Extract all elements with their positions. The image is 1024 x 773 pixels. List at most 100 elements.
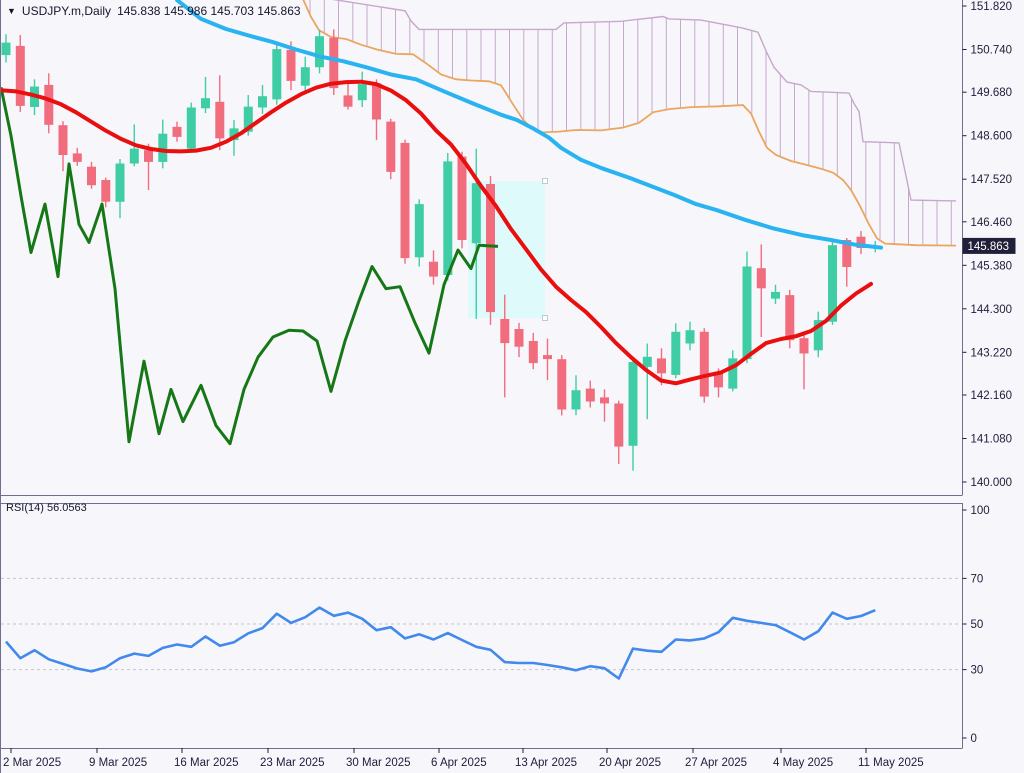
candle [300, 56, 310, 94]
candle [771, 284, 780, 304]
candle [15, 35, 25, 112]
candle-body [115, 163, 125, 202]
candle-body [642, 356, 652, 367]
candle-body [514, 329, 524, 347]
candle-body [585, 388, 595, 402]
candles [1, 29, 880, 471]
candle-body [158, 133, 168, 162]
symbol-dropdown-icon[interactable]: ▼ [7, 6, 16, 16]
rsi-pane[interactable] [1, 577, 961, 680]
candle [44, 73, 54, 134]
candle-body [756, 268, 766, 289]
candle-body [614, 403, 624, 447]
candle [186, 102, 196, 152]
candle [642, 343, 652, 420]
candle [557, 355, 567, 416]
candle [628, 359, 638, 471]
candle [400, 139, 410, 264]
price-tick-label: 140.000 [971, 477, 1013, 489]
rsi-tick-label: 50 [971, 619, 984, 631]
candle [58, 121, 68, 172]
chart-header: ▼ USDJPY.m,Daily 145.838 145.986 145.703… [7, 4, 301, 18]
time-axis[interactable]: 2 Mar 2025 9 Mar 2025 16 Mar 2025 23 Mar 20… [3, 748, 924, 769]
candle-body [258, 96, 267, 108]
price-tick-label: 141.080 [971, 434, 1013, 446]
price-axis[interactable]: 151.820 150.740 149.680 148.600 147.520 146.4… [962, 1, 1016, 489]
candle-body [357, 84, 367, 101]
candle-body [543, 355, 552, 360]
candle [685, 321, 695, 351]
candle [756, 244, 766, 337]
date-tick-label: 9 Mar 2025 [89, 757, 147, 769]
candle-body [600, 397, 609, 404]
candle-body [742, 266, 752, 360]
rectangle-handle[interactable] [542, 315, 548, 321]
candle-body [329, 37, 339, 89]
candle [87, 161, 96, 189]
senkou-span-b-line [332, 0, 957, 202]
candle-body [657, 358, 666, 374]
candle [144, 143, 153, 190]
candle-body [714, 373, 723, 388]
price-tick-label: 142.160 [971, 390, 1013, 402]
current-price-tag [962, 237, 1016, 254]
drawn-rectangle-object[interactable] [468, 181, 545, 318]
candle [115, 159, 125, 219]
candle-body [129, 148, 139, 164]
price-tick-label: 146.460 [971, 217, 1013, 229]
candle-body [101, 180, 111, 202]
candle [842, 238, 852, 287]
price-tick-label: 145.380 [971, 260, 1013, 272]
candle-body [828, 245, 837, 322]
candle [571, 375, 581, 416]
date-tick-label: 23 Mar 2025 [260, 757, 325, 769]
candle-body [429, 261, 438, 277]
candle-body [799, 338, 809, 354]
candle-body [386, 121, 396, 172]
date-tick-label: 11 May 2025 [858, 757, 924, 769]
rsi-tick-label: 100 [971, 505, 990, 517]
candle-body [856, 236, 866, 248]
price-tick-label: 143.220 [971, 347, 1013, 359]
candle-body [315, 36, 324, 68]
candle [258, 84, 267, 114]
candle-body [58, 125, 68, 155]
candle [101, 177, 111, 208]
candle [799, 331, 809, 390]
candle [158, 119, 168, 169]
candle [543, 338, 552, 381]
candle [315, 30, 324, 74]
candle [215, 75, 225, 151]
date-tick-label: 16 Mar 2025 [174, 757, 239, 769]
rsi-tick-label: 70 [971, 573, 984, 585]
candle-body [699, 331, 709, 397]
rectangle-handle[interactable] [542, 178, 548, 184]
main-price-pane[interactable] [1, 0, 957, 471]
candle-body [272, 49, 282, 100]
candle-body [728, 358, 738, 389]
candle [699, 328, 709, 403]
candle [372, 79, 381, 141]
candle [500, 294, 510, 398]
candle-body [414, 204, 424, 258]
candle-body [144, 150, 153, 162]
candle-body [15, 45, 25, 106]
candle-body [628, 362, 638, 446]
candle [856, 231, 866, 255]
candle [343, 81, 353, 110]
candle [414, 199, 424, 267]
candle-body [87, 166, 96, 186]
candle [172, 121, 182, 142]
candle-body [72, 153, 82, 162]
candle [443, 153, 453, 281]
candle [728, 350, 738, 392]
candle-body [1, 42, 11, 56]
candle-body [243, 106, 253, 132]
candle-body [372, 83, 381, 120]
candle-body [443, 161, 453, 275]
rsi-axis[interactable]: 100 70 50 30 0 [962, 505, 990, 745]
candle [585, 380, 595, 408]
candle-body [685, 330, 695, 344]
current-price-tag-label: 145.863 [968, 241, 1010, 253]
